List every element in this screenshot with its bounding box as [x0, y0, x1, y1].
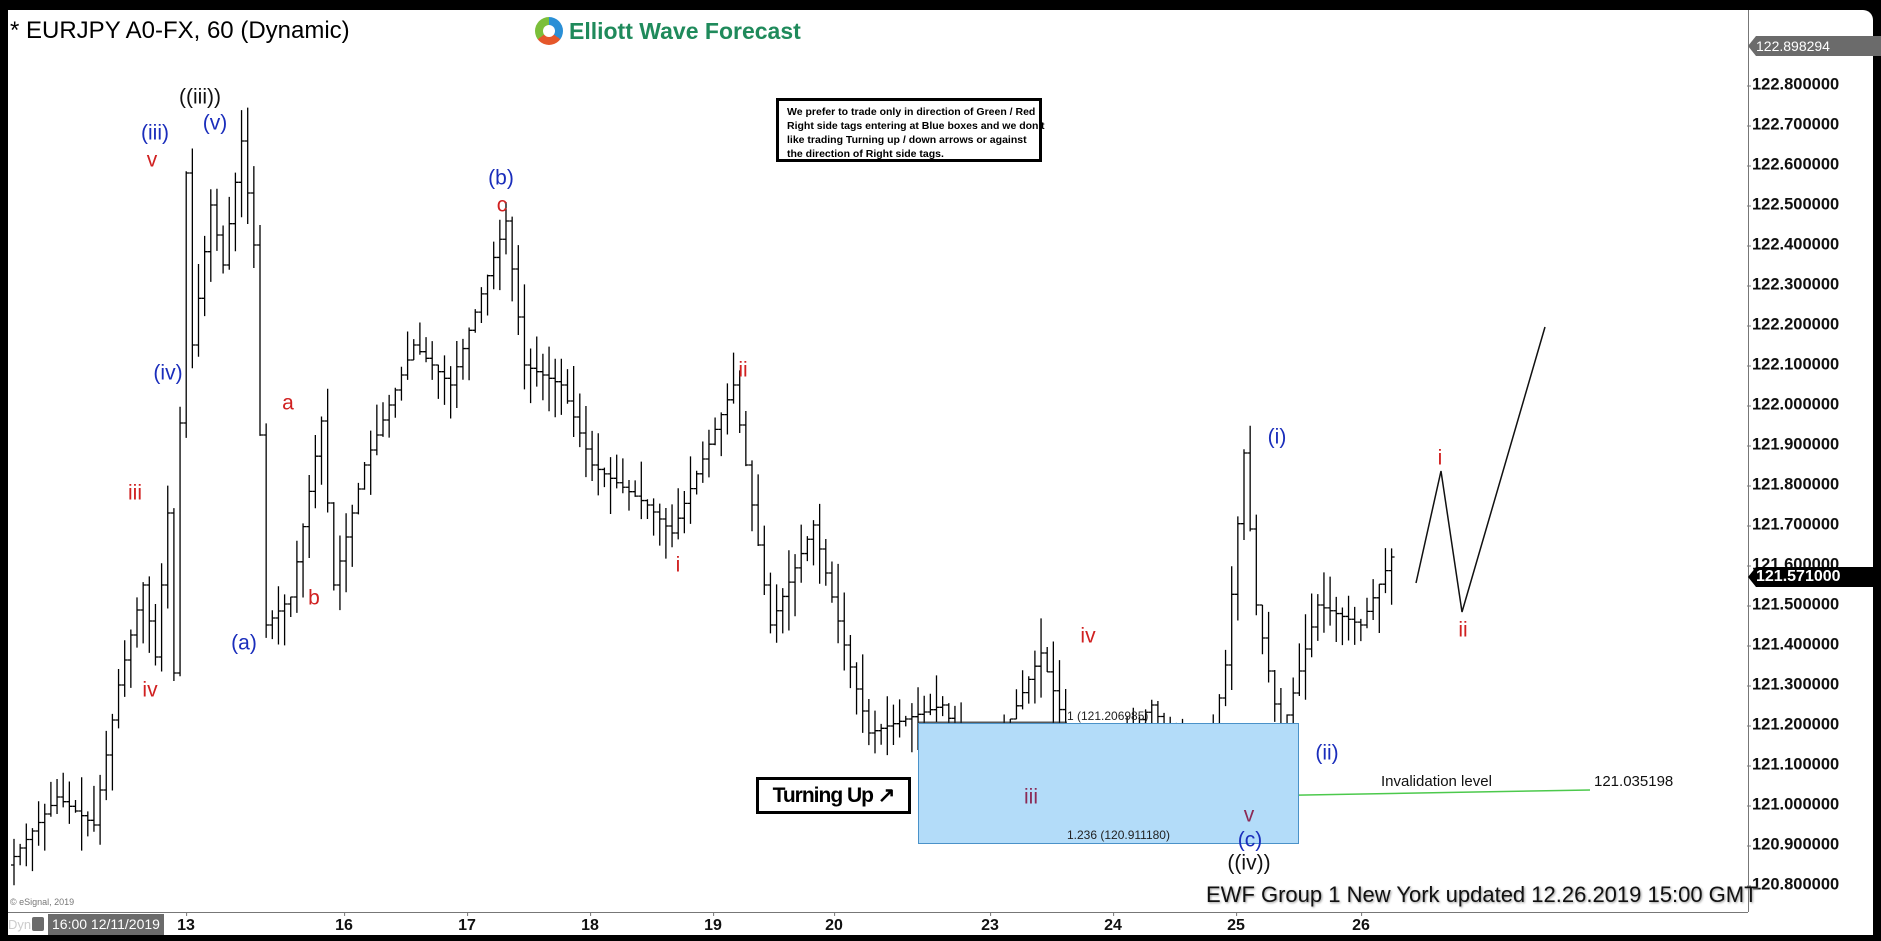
y-axis[interactable]	[1748, 10, 1749, 912]
wave-label: iii	[1024, 785, 1038, 809]
y-tick-label: 121.200000	[1746, 715, 1840, 734]
fib-1236-label: 1.236 (120.911180)	[1067, 828, 1170, 842]
projection-path	[1415, 326, 1546, 613]
logo-icon	[535, 17, 563, 45]
wave-label: v	[146, 148, 158, 172]
wave-label: (i)	[1267, 425, 1287, 449]
y-tick-label: 121.100000	[1746, 755, 1840, 774]
invalidation-value: 121.035198	[1594, 773, 1674, 790]
wave-label: (c)	[1237, 828, 1263, 852]
y-tick-label: 122.800000	[1746, 75, 1840, 94]
y-tick-label: 122.300000	[1746, 275, 1840, 294]
top-price-tag: 122.898294	[1748, 36, 1881, 56]
notice-line: like trading Turning up / down arrows or…	[787, 134, 1027, 146]
lock-icon[interactable]	[32, 917, 44, 931]
y-tick-label: 120.800000	[1746, 875, 1840, 894]
y-tick-label: 122.100000	[1746, 355, 1840, 374]
wave-label: ii	[1458, 618, 1468, 642]
fib-1-label: 1 (121.206985)	[1067, 709, 1149, 723]
y-tick-label: 121.400000	[1746, 635, 1840, 654]
invalidation-line	[1249, 789, 1591, 797]
y-tick-label: 122.600000	[1746, 155, 1840, 174]
x-tick-label: 13	[177, 912, 195, 934]
x-tick-label: 18	[581, 912, 599, 934]
wave-label: v	[1243, 803, 1255, 827]
wave-label: ((iv))	[1227, 851, 1271, 875]
x-tick-label: 23	[981, 912, 999, 934]
x-tick-label: 20	[825, 912, 843, 934]
wave-label: iv	[1080, 624, 1096, 648]
y-tick-label: 122.500000	[1746, 195, 1840, 214]
y-tick-label: 121.300000	[1746, 675, 1840, 694]
x-tick-label: 25	[1227, 912, 1245, 934]
y-tick-label: 121.500000	[1746, 595, 1840, 614]
x-tick-label: 19	[704, 912, 722, 934]
y-tick-label: 122.700000	[1746, 115, 1840, 134]
notice-line: Right side tags entering at Blue boxes a…	[787, 120, 1045, 132]
chart-title: * EURJPY A0-FX, 60 (Dynamic)	[10, 17, 350, 44]
wave-label: (b)	[488, 166, 514, 190]
wave-label: a	[282, 391, 294, 415]
copyright: © eSignal, 2019	[10, 897, 75, 907]
x-tick-label: 24	[1104, 912, 1122, 934]
wave-label: b	[308, 586, 320, 610]
invalidation-label: Invalidation level	[1381, 773, 1492, 790]
trading-notice: We prefer to trade only in direction of …	[776, 98, 1045, 162]
current-price-tag: 121.571000	[1748, 567, 1881, 587]
notice-line: We prefer to trade only in direction of …	[787, 106, 1036, 118]
turning-up-badge: Turning Up ↗	[756, 777, 911, 814]
y-tick-label: 120.900000	[1746, 835, 1840, 854]
update-footer: EWF Group 1 New York updated 12.26.2019 …	[1206, 882, 1758, 907]
y-tick-label: 121.800000	[1746, 475, 1840, 494]
y-tick-label: 121.000000	[1746, 795, 1840, 814]
y-tick-label: 122.200000	[1746, 315, 1840, 334]
y-tick-label: 122.000000	[1746, 395, 1840, 414]
notice-line: the direction of Right side tags.	[787, 148, 944, 160]
y-tick-label: 121.900000	[1746, 435, 1840, 454]
wave-label: i	[675, 553, 681, 577]
wave-label: i	[1437, 446, 1443, 470]
wave-label: iv	[142, 678, 158, 702]
blue-box-buy-zone	[918, 723, 1299, 844]
x-tick-label: 17	[458, 912, 476, 934]
y-tick-label: 121.700000	[1746, 515, 1840, 534]
wave-label: ((iii))	[179, 85, 221, 109]
y-tick-label: 122.400000	[1746, 235, 1840, 254]
x-tick-label: 16	[335, 912, 353, 934]
wave-label: (a)	[231, 631, 257, 655]
wave-label: (ii)	[1315, 741, 1339, 765]
wave-label: iii	[128, 481, 142, 505]
dynamic-label[interactable]: Dyn	[8, 917, 32, 932]
wave-label: c	[496, 193, 508, 217]
wave-label: (iii)	[141, 121, 169, 145]
x-axis[interactable]	[8, 912, 1748, 913]
logo-text: Elliott Wave Forecast	[569, 17, 801, 44]
x-tick-label: 26	[1352, 912, 1370, 934]
wave-label: ii	[738, 358, 748, 382]
wave-label: (iv)	[153, 361, 183, 385]
logo: Elliott Wave Forecast	[535, 14, 801, 48]
wave-label: (v)	[202, 111, 228, 135]
x-axis-start-date: 16:00 12/11/2019	[48, 914, 164, 935]
